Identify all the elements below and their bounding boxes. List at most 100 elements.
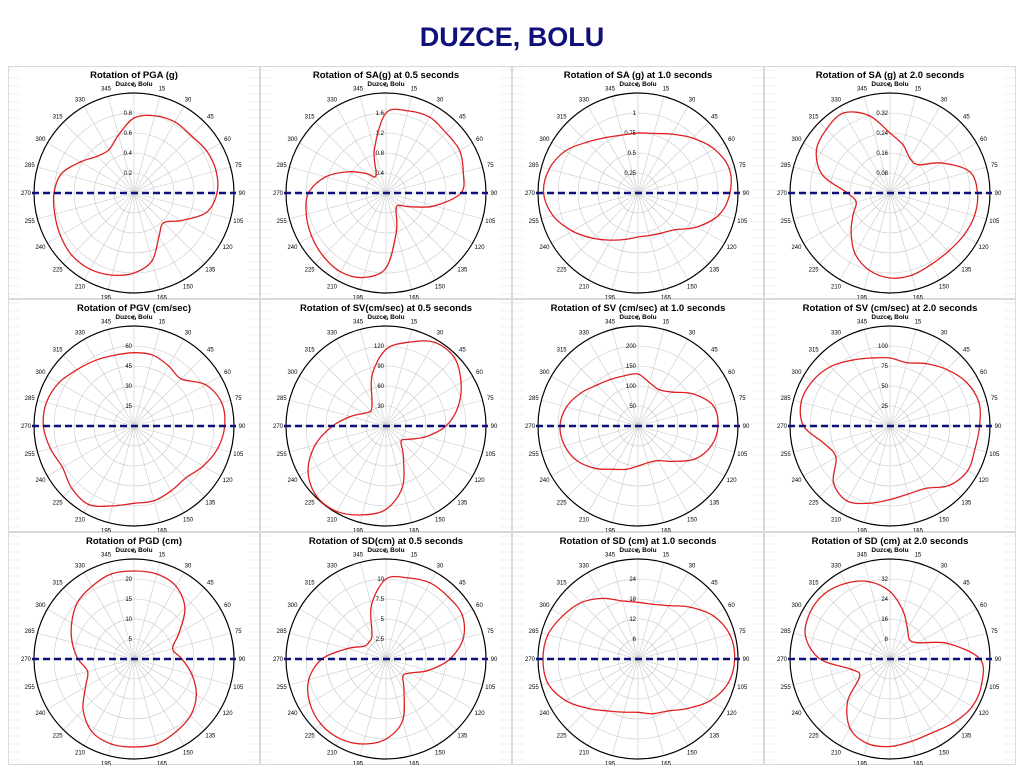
data-point <box>671 133 673 135</box>
panel-border <box>260 66 512 299</box>
data-point <box>172 648 174 650</box>
data-point <box>859 675 861 678</box>
grid-spoke <box>889 166 987 194</box>
angle-label: 285 <box>781 163 792 169</box>
grid-spoke <box>863 562 891 660</box>
data-point <box>580 601 583 604</box>
grid-spoke <box>359 329 387 427</box>
data-point <box>811 380 814 382</box>
data-point <box>462 171 464 173</box>
data-point <box>931 732 934 734</box>
data-point <box>409 206 411 208</box>
angle-label: 225 <box>53 733 64 739</box>
panel-border <box>512 299 764 532</box>
angle-label: 90 <box>239 191 246 197</box>
chart-subtitle: Duzce, Bolu <box>871 547 908 554</box>
grid-spoke <box>133 588 205 660</box>
angle-label: 270 <box>777 424 788 430</box>
data-point <box>215 170 217 172</box>
grid-spoke <box>839 425 891 513</box>
angle-label: 120 <box>223 711 234 717</box>
angle-label: 285 <box>25 396 36 402</box>
angle-label: 240 <box>539 478 550 484</box>
data-point <box>906 628 909 630</box>
data-point <box>71 487 73 489</box>
data-point <box>71 622 73 624</box>
radial-tick-label: 0.2 <box>124 171 133 177</box>
angle-label: 120 <box>475 478 486 484</box>
data-point <box>375 175 377 177</box>
angle-label: 300 <box>539 137 550 143</box>
data-point <box>866 742 868 745</box>
grid-spoke <box>889 425 987 453</box>
data-point <box>385 267 387 269</box>
angle-label: 330 <box>579 97 590 103</box>
grid-spoke <box>637 192 689 280</box>
grid-spoke <box>551 425 639 477</box>
angle-label: 0 <box>636 316 640 322</box>
data-point <box>459 149 461 152</box>
grid-spoke <box>83 658 135 746</box>
angle-label: 225 <box>809 733 820 739</box>
background-lines <box>764 535 1016 761</box>
grid-spoke <box>63 425 135 497</box>
grid-spoke <box>587 572 639 660</box>
grid-spoke <box>385 192 473 244</box>
grid-spoke <box>611 562 639 660</box>
radial-tick-label: 150 <box>626 364 637 370</box>
data-point <box>82 709 84 711</box>
grid-spoke <box>385 425 437 513</box>
grid-spoke <box>889 425 917 523</box>
data-point <box>852 213 854 215</box>
grid-spoke <box>289 166 387 194</box>
grid-spoke <box>47 375 135 427</box>
angle-label: 255 <box>277 219 288 225</box>
data-point <box>385 578 387 580</box>
polar-chart-panel: Rotation of SA (g) at 2.0 seconds Duzce, … <box>764 66 1016 299</box>
page-title: DUZCE, BOLU <box>419 22 605 52</box>
angle-label: 135 <box>457 267 468 273</box>
angle-label: 45 <box>459 115 466 121</box>
angle-label: 330 <box>831 563 842 569</box>
polar-grid <box>286 326 486 526</box>
data-point <box>966 470 969 472</box>
data-point <box>156 743 158 745</box>
angle-label: 255 <box>277 452 288 458</box>
grid-spoke <box>567 122 639 194</box>
angle-label: 60 <box>728 137 735 143</box>
grid-spoke <box>541 658 639 686</box>
data-point <box>88 503 90 506</box>
grid-spoke <box>133 658 221 710</box>
data-point <box>108 149 110 151</box>
data-point <box>889 277 891 279</box>
angle-label: 270 <box>525 191 536 197</box>
grid-spoke <box>133 355 205 427</box>
grid-spoke <box>133 425 185 513</box>
polar-chart: Rotation of SV (cm/sec) at 1.0 secondsDu… <box>512 299 764 532</box>
angle-label: 135 <box>457 500 468 506</box>
data-point <box>348 171 350 173</box>
grid-spoke <box>889 425 941 513</box>
data-point <box>190 135 192 137</box>
data-point <box>718 214 720 216</box>
angle-label: 45 <box>963 581 970 587</box>
angle-label: 315 <box>305 348 316 354</box>
grid-spoke <box>819 588 891 660</box>
grid-spoke <box>83 192 135 280</box>
data-point <box>692 137 694 139</box>
angle-label: 150 <box>939 751 950 757</box>
radial-tick-label: 12 <box>629 617 636 623</box>
grid-spoke <box>567 192 639 264</box>
polar-grid <box>34 559 234 759</box>
data-point <box>362 743 364 745</box>
angle-label: 135 <box>457 733 468 739</box>
data-point <box>728 167 730 170</box>
data-point <box>835 456 837 458</box>
radial-tick-label: 0.24 <box>876 131 888 137</box>
grid-spoke <box>839 192 891 280</box>
data-point <box>712 615 714 617</box>
data-point <box>657 460 659 462</box>
data-point <box>401 720 404 722</box>
angle-label: 240 <box>539 711 550 717</box>
data-point <box>339 271 342 273</box>
